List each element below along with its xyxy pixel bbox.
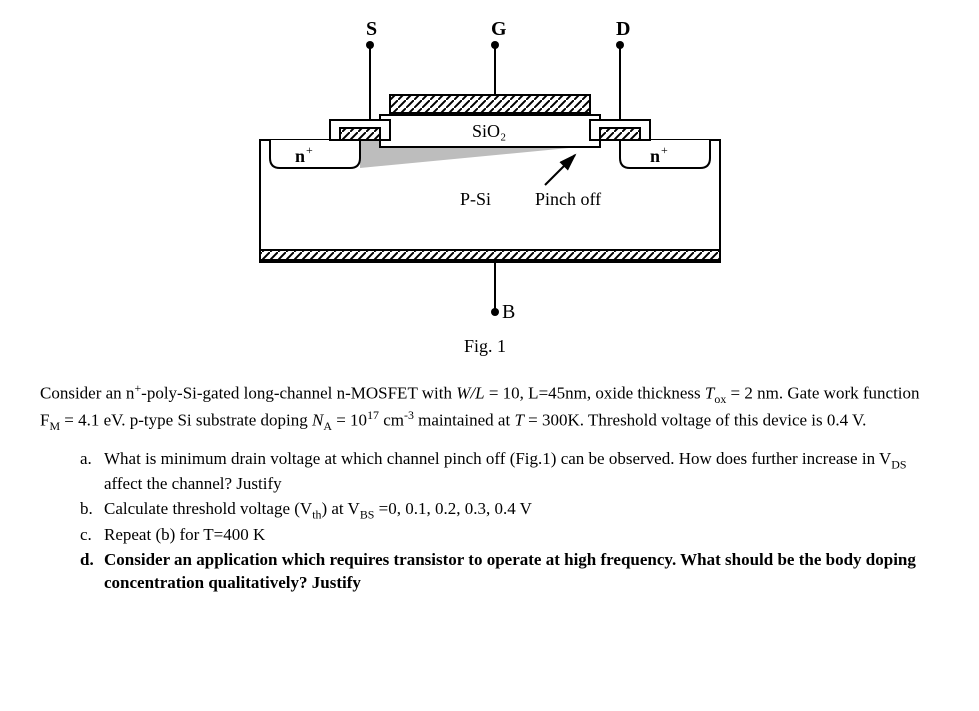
question-letter: c. (80, 524, 104, 547)
question-body: Consider an application which requires t… (104, 549, 939, 595)
text: ) at V (321, 499, 359, 518)
text: = 10, L=45nm, oxide thickness (485, 384, 705, 403)
svg-text:P-Si: P-Si (460, 189, 491, 209)
question-body: Calculate threshold voltage (Vth) at VBS… (104, 498, 939, 522)
question-letter: b. (80, 498, 104, 522)
text: Calculate threshold voltage (V (104, 499, 312, 518)
text: A (323, 419, 332, 433)
svg-text:n: n (650, 146, 660, 166)
svg-text:Pinch off: Pinch off (535, 189, 601, 209)
text: =0, 0.1, 0.2, 0.3, 0.4 V (374, 499, 532, 518)
question-b: b. Calculate threshold voltage (Vth) at … (80, 498, 939, 522)
text: maintained at (414, 411, 515, 430)
text: affect the channel? Justify (104, 474, 282, 493)
svg-text:SiO₂: SiO₂ (472, 121, 506, 141)
text: = 10 (332, 411, 367, 430)
text: ox (714, 392, 726, 406)
text: What is minimum drain voltage at which c… (104, 449, 891, 468)
figure-container: SGDBSiO₂P-SiPinch offn+n+Fig. 1 (40, 20, 939, 360)
question-body: Repeat (b) for T=400 K (104, 524, 939, 547)
question-letter: a. (80, 448, 104, 495)
svg-text:B: B (502, 301, 515, 323)
var-Tox: T (705, 384, 714, 403)
svg-text:+: + (661, 143, 668, 157)
question-list: a. What is minimum drain voltage at whic… (40, 448, 939, 595)
var-NA: N (312, 411, 323, 430)
text: 17 (367, 408, 379, 422)
svg-text:S: S (366, 20, 377, 40)
question-c: c. Repeat (b) for T=400 K (80, 524, 939, 547)
text: = 300K. Threshold voltage of this device… (524, 411, 866, 430)
var-T: T (514, 411, 523, 430)
mosfet-cross-section: SGDBSiO₂P-SiPinch offn+n+Fig. 1 (190, 20, 790, 360)
problem-statement: Consider an n+-poly-Si-gated long-channe… (40, 380, 939, 434)
text: cm (379, 411, 404, 430)
question-letter: d. (80, 549, 104, 595)
text: -poly-Si-gated long-channel n-MOSFET wit… (141, 384, 456, 403)
text: M (49, 419, 60, 433)
text: = 4.1 eV. p-type Si substrate doping (60, 411, 312, 430)
question-body: What is minimum drain voltage at which c… (104, 448, 939, 495)
svg-text:Fig. 1: Fig. 1 (464, 336, 506, 356)
text: DS (891, 458, 906, 472)
svg-text:G: G (491, 20, 507, 40)
svg-text:+: + (306, 143, 313, 157)
svg-text:D: D (616, 20, 630, 40)
question-d: d. Consider an application which require… (80, 549, 939, 595)
text: -3 (404, 408, 414, 422)
text: BS (360, 507, 375, 521)
var-WL: W/L (456, 384, 484, 403)
question-a: a. What is minimum drain voltage at whic… (80, 448, 939, 495)
svg-text:n: n (295, 146, 305, 166)
text: Consider an n (40, 384, 134, 403)
